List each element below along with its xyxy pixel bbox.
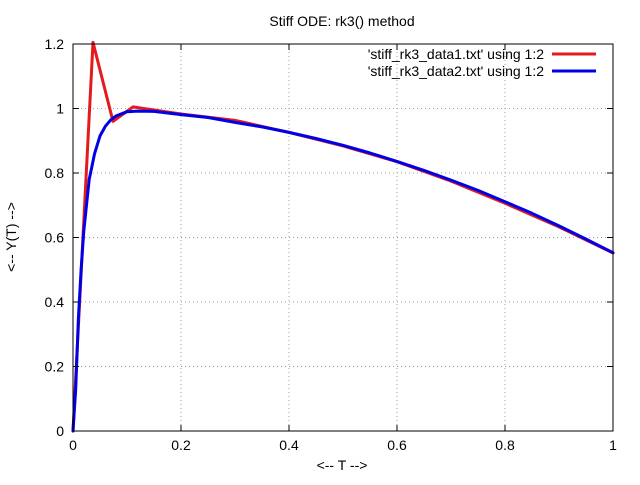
grid: [73, 44, 613, 431]
y-tick-label: 0.6: [45, 230, 65, 246]
series-group: [71, 40, 615, 433]
y-tick-label: 1.2: [45, 36, 65, 52]
series-line-2: [71, 109, 615, 433]
x-tick-label: 0.2: [171, 437, 191, 453]
chart-title: Stiff ODE: rk3() method: [269, 13, 414, 29]
ticks: 0 0.2 0.4 0.6 0.8 1 0 0.2 0.4 0.6 0.8 1 1.2: [45, 36, 618, 453]
legend: 'stiff_rk3_data1.txt' using 1:2'stiff_rk…: [368, 46, 596, 79]
legend-label-2: 'stiff_rk3_data2.txt' using 1:2: [368, 63, 545, 79]
y-tick-label: 0: [56, 423, 64, 439]
x-axis-label: <-- T -->: [317, 457, 368, 473]
x-tick-label: 0: [69, 437, 77, 453]
y-tick-label: 0.4: [45, 294, 65, 310]
y-axis-label: <-- Y(T) -->: [3, 202, 19, 272]
x-tick-label: 1: [609, 437, 617, 453]
x-tick-label: 0.4: [279, 437, 299, 453]
x-tick-label: 0.8: [495, 437, 515, 453]
legend-label-1: 'stiff_rk3_data1.txt' using 1:2: [368, 46, 545, 62]
y-tick-label: 0.8: [45, 165, 65, 181]
y-tick-label: 1: [56, 101, 64, 117]
x-tick-label: 0.6: [387, 437, 407, 453]
y-tick-label: 0.2: [45, 359, 65, 375]
